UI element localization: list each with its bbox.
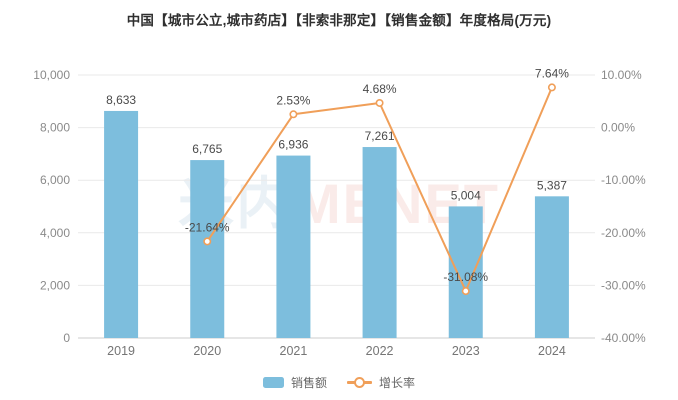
line-point-2021[interactable] (289, 110, 298, 119)
left-axis-tick-label: 4,000 (40, 226, 70, 240)
line-point-2023[interactable] (461, 287, 470, 296)
right-axis-tick-label: -40.00% (601, 331, 646, 345)
right-axis-tick-label: -30.00% (601, 278, 646, 292)
bar-2024[interactable] (534, 196, 569, 338)
x-axis-category-label: 2021 (280, 344, 308, 358)
right-axis-tick-label: -10.00% (601, 173, 646, 187)
legend-item-growth[interactable]: 增长率 (347, 374, 415, 391)
right-axis-tick-label: -20.00% (601, 226, 646, 240)
chart-title: 中国【城市公立,城市药店】【非索非那定】【销售金额】年度格局(万元) (126, 13, 552, 28)
line-point-2020[interactable] (203, 237, 212, 246)
right-axis-tick-label: 10.00% (601, 68, 642, 82)
bar-swatch-icon (262, 376, 284, 388)
left-axis-tick-label: 8,000 (40, 121, 70, 135)
x-axis-category-label: 2019 (107, 344, 135, 358)
legend: 销售额 增长率 (0, 371, 678, 393)
line-value-label: -21.64% (185, 220, 230, 234)
x-axis-category-label: 2024 (538, 344, 566, 358)
line-value-label: 2.53% (276, 93, 310, 107)
bar-2022[interactable] (362, 147, 397, 338)
bar-value-label: 8,633 (106, 93, 136, 107)
bar-value-label: 7,261 (365, 129, 395, 143)
line-point-2022[interactable] (375, 98, 384, 107)
x-axis-category-label: 2023 (452, 344, 480, 358)
left-axis-tick-label: 6,000 (40, 173, 70, 187)
x-axis-category-label: 2022 (366, 344, 394, 358)
x-axis-category-label: 2020 (193, 344, 221, 358)
right-axis-tick-label: 0.00% (601, 121, 635, 135)
legend-label-sales: 销售额 (290, 375, 327, 390)
bar-value-label: 5,387 (537, 178, 567, 192)
left-axis-tick-label: 10,000 (33, 68, 70, 82)
line-value-label: 7.64% (535, 66, 569, 80)
line-point-2024[interactable] (547, 83, 556, 92)
left-axis-tick-label: 2,000 (40, 278, 70, 292)
bar-2020[interactable] (190, 160, 225, 338)
legend-label-growth: 增长率 (379, 375, 416, 390)
bar-2019[interactable] (104, 110, 139, 338)
bar-2023[interactable] (448, 206, 483, 338)
bar-value-label: 6,936 (278, 138, 308, 152)
bar-value-label: 5,004 (451, 188, 481, 202)
left-axis-tick-label: 0 (63, 331, 70, 345)
bar-value-label: 6,765 (192, 142, 222, 156)
line-value-label: 4.68% (363, 82, 397, 96)
bar-2021[interactable] (276, 155, 311, 338)
line-value-label: -31.08% (443, 270, 488, 284)
legend-item-sales[interactable]: 销售额 (262, 374, 327, 391)
line-swatch-icon (347, 376, 372, 388)
line-swatch-ring (354, 377, 365, 388)
